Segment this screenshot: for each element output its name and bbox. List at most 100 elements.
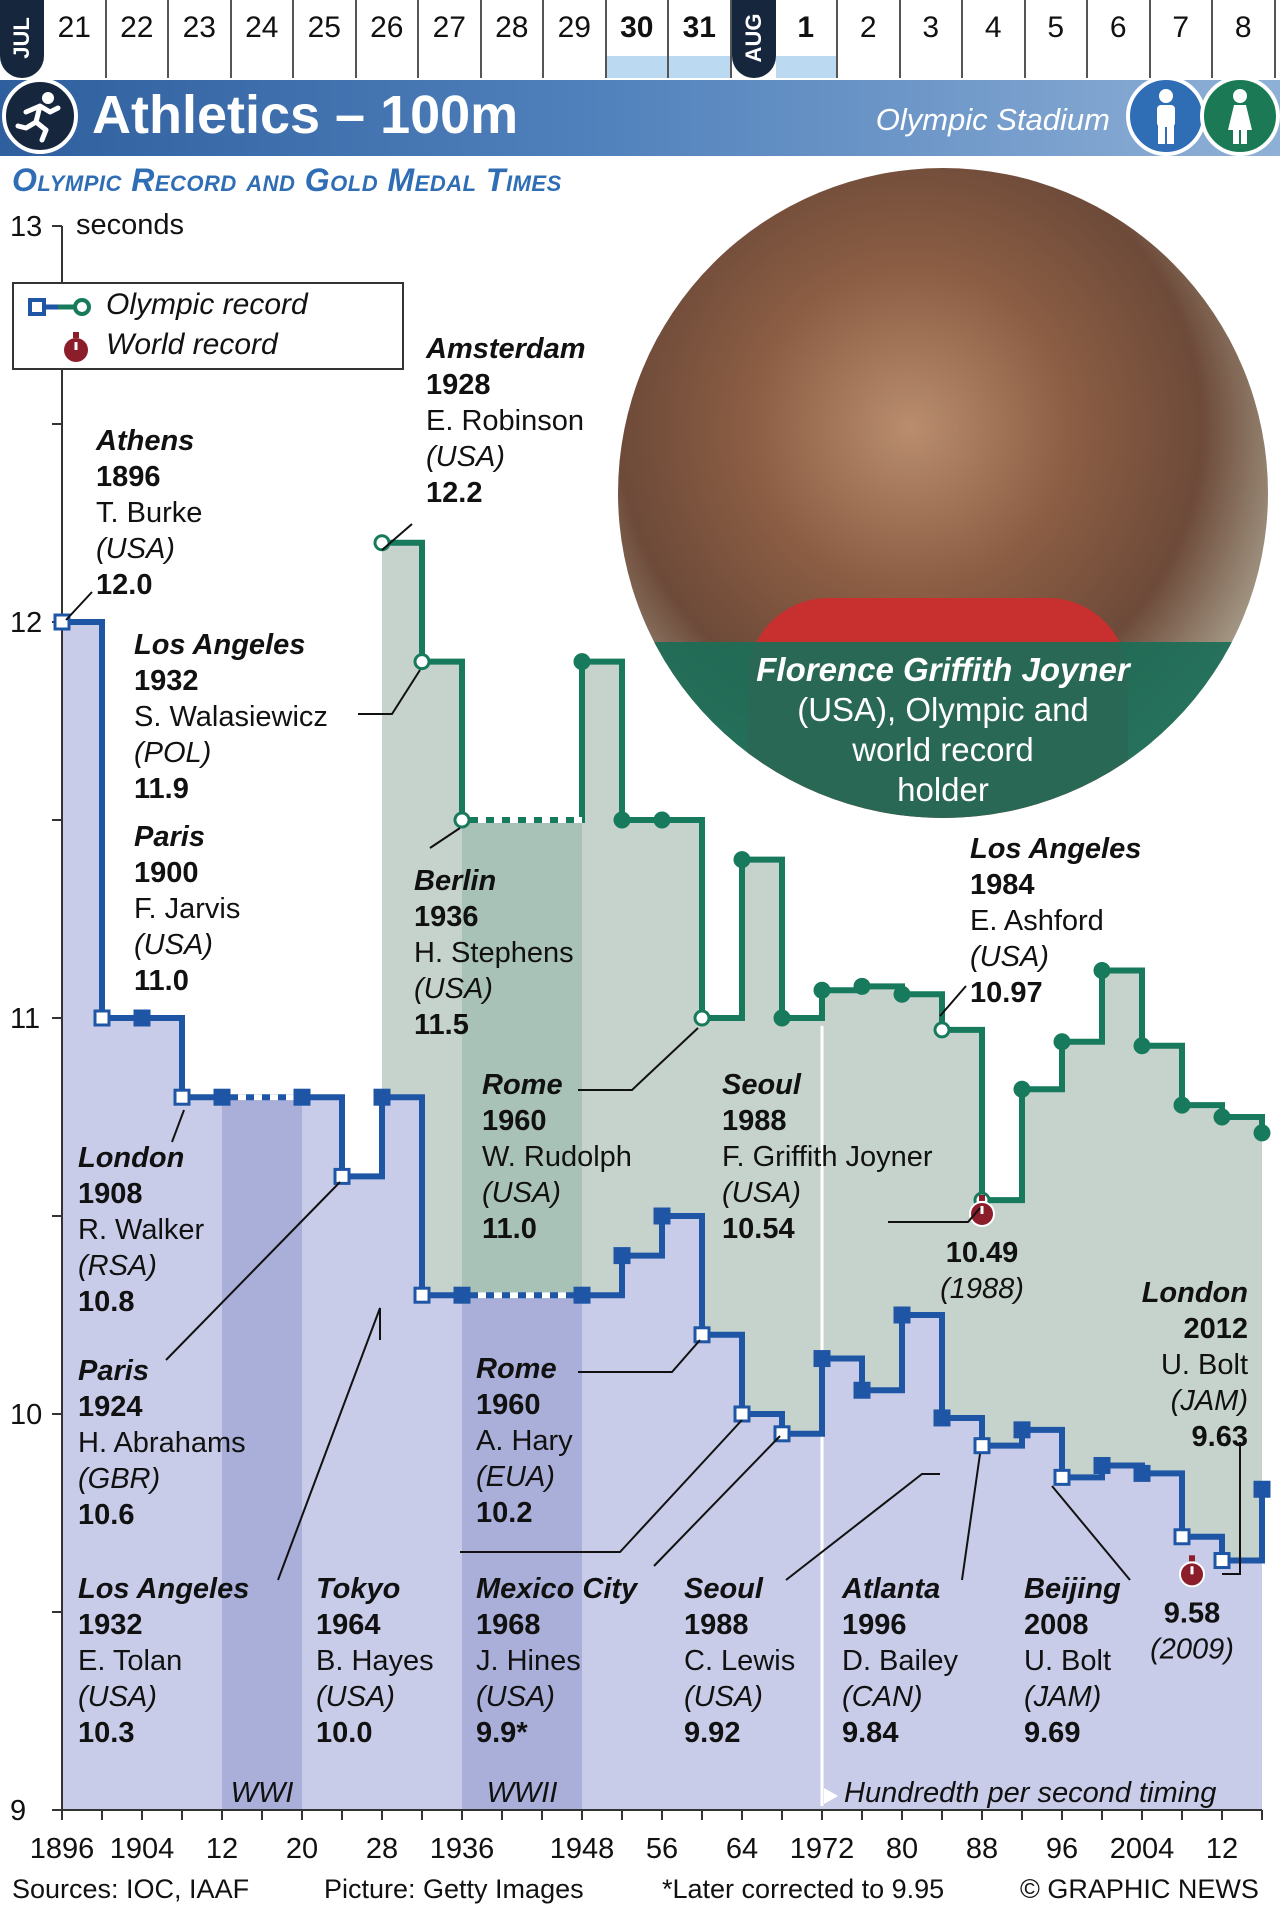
men-point [173,1088,191,1106]
day-number: 5 [1047,11,1065,44]
day-cell[interactable]: 25 [294,0,357,78]
annotation: London 1908 R. Walker (RSA) 10.8 [78,1109,205,1318]
day-cell[interactable]: 23 [169,0,232,78]
annotation-time: 10.2 [476,1497,532,1529]
annotation-time: 9.92 [684,1717,740,1749]
sprinter-icon [2,78,78,154]
day-number: 30 [620,11,654,44]
men-point [693,1326,711,1344]
annotation-country: (RSA) [78,1250,157,1282]
annotation-leader [358,669,421,715]
women-point [1173,1096,1191,1114]
x-tick-label: 1896 [30,1833,95,1865]
annotation-city: Rome [482,1069,563,1101]
annotation-athlete: H. Stephens [414,937,574,969]
day-number: 27 [432,11,466,44]
men-point [213,1088,231,1106]
annotation-year: 1908 [78,1178,143,1210]
day-number: 23 [182,11,216,44]
women-point [693,1009,711,1027]
photo-caption: Florence Griffith Joyner (USA), Olympic … [618,650,1268,810]
man-icon [1126,76,1206,156]
venue-label: Olympic Stadium [875,102,1110,137]
day-number: 3 [922,11,940,44]
day-cell[interactable]: 29 [544,0,607,78]
x-tick-label: 80 [886,1833,918,1865]
footer: Sources: IOC, IAAF Picture: Getty Images… [0,1874,1280,1914]
annotation: Paris 1924 H. Abrahams (GBR) 10.6 [78,1181,341,1531]
y-unit-label: seconds [76,209,184,241]
day-number: 1 [797,11,815,44]
annotation-athlete: E. Robinson [426,405,584,437]
day-number: 25 [307,11,341,44]
men-point [453,1286,471,1304]
day-cell[interactable]: 2 [838,0,901,78]
annotation-city: Los Angeles [970,833,1141,865]
men-point [333,1167,351,1185]
y-axis: 13 12 11 10 9 seconds [10,209,184,1827]
women-point [1213,1108,1231,1126]
annotation-year: 1932 [134,665,199,697]
day-cell[interactable]: 5 [1026,0,1088,78]
timing-arrow [824,1788,838,1804]
annotation-year: 1968 [476,1609,541,1641]
annotation: Los Angeles 1932 E. Tolan (USA) 10.3 [78,1307,381,1749]
annotation-country: (USA) [970,941,1049,973]
annotation-country: (USA) [134,929,213,961]
war-band-label: WWI [231,1777,294,1809]
caption-name: Florence Griffith Joyner [756,651,1130,688]
annotation-time: 12.0 [96,569,152,601]
women-point [933,1021,951,1039]
men-point [733,1405,751,1423]
day-cell[interactable]: 1 [775,0,838,78]
men-point [373,1088,391,1106]
day-cell[interactable]: 6 [1088,0,1151,78]
annotation-leader [460,1419,743,1553]
annotation-time: 10.3 [78,1717,134,1749]
annotation-leader [1051,1485,1131,1581]
day-cell[interactable]: 31 [669,0,732,78]
day-cell[interactable]: 8 [1213,0,1276,78]
footer-note: *Later corrected to 9.95 [662,1874,945,1904]
x-tick-label: 1948 [550,1833,615,1865]
women-point [613,811,631,829]
caption-line: world record [852,731,1034,768]
day-cell[interactable]: 3 [901,0,963,78]
day-cell[interactable]: 4 [963,0,1026,78]
annotation-year: 1960 [482,1105,547,1137]
woman-icon [1200,76,1280,156]
annotation-country: (JAM) [1171,1385,1248,1417]
men-point [973,1437,991,1455]
annotation-year: 1988 [722,1105,787,1137]
day-number: 2 [859,11,877,44]
women-series-line [382,539,1265,1204]
annotation-year: 1936 [414,901,479,933]
women-point [1253,1124,1271,1142]
day-cell[interactable]: 24 [232,0,294,78]
men-point [613,1247,631,1265]
day-cell[interactable]: 27 [419,0,482,78]
day-cell[interactable]: 21 [44,0,107,78]
day-cell[interactable]: 7 [1151,0,1213,78]
y-tick-label: 13 [10,211,42,243]
day-cell[interactable]: 28 [482,0,544,78]
world-record: 10.49 (1988) [940,1194,1024,1305]
annotation-athlete: U. Bolt [1161,1349,1248,1381]
women-point [1093,961,1111,979]
annotation-athlete: J. Hines [476,1645,581,1677]
day-cell[interactable]: 22 [107,0,169,78]
men-point [1173,1528,1191,1546]
day-cell[interactable]: 30 [606,0,669,78]
annotation-athlete: F. Jarvis [134,893,240,925]
men-point [1013,1421,1031,1439]
day-number: 26 [370,11,404,44]
annotation-time: 11.0 [482,1213,537,1245]
annotation-leader [653,1435,781,1567]
world-record-stopwatch-crown [1189,1555,1195,1562]
legend-world-record: World record [106,328,278,361]
day-cell[interactable]: 26 [357,0,419,78]
men-point [413,1286,431,1304]
annotation-athlete: W. Rudolph [482,1141,632,1173]
day-number: 24 [245,11,279,44]
